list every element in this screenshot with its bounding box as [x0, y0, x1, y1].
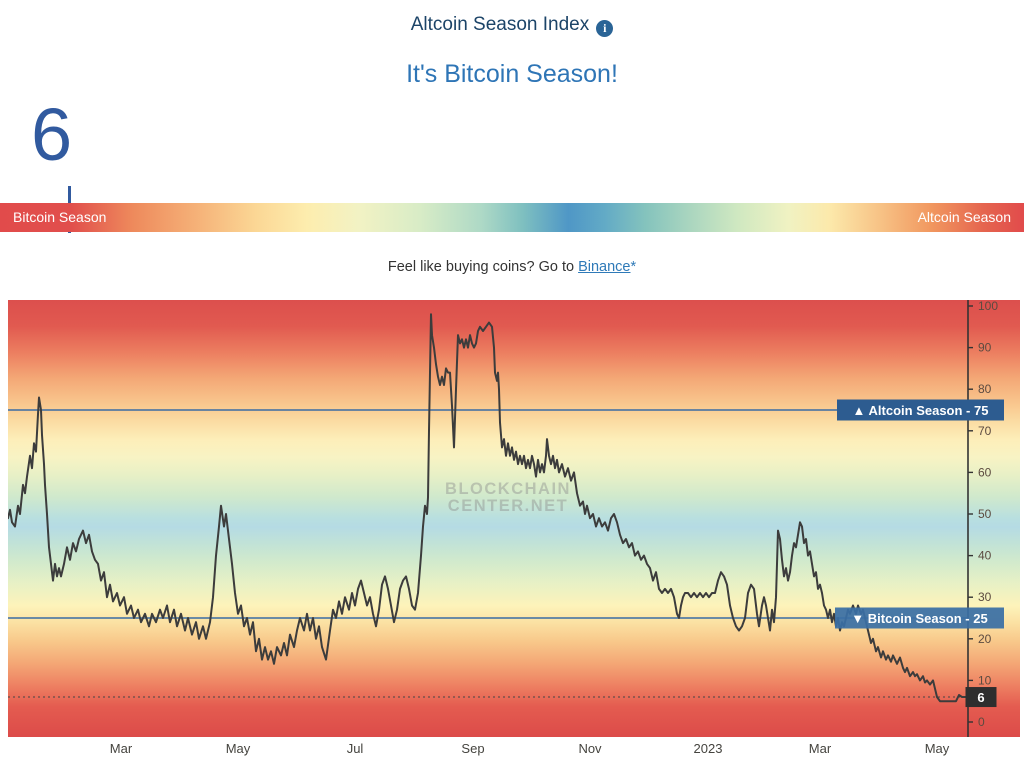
- y-tick-label: 30: [978, 590, 992, 604]
- bar-bitcoin-season-label: Bitcoin Season: [13, 209, 107, 225]
- y-tick-label: 70: [978, 424, 992, 438]
- y-tick-label: 10: [978, 673, 992, 687]
- y-tick-label: 40: [978, 549, 992, 563]
- season-gradient-bar: Bitcoin Season Altcoin Season: [0, 203, 1024, 232]
- cta-text: Feel like buying coins? Go to Binance*: [0, 259, 1024, 275]
- watermark-line2: CENTER.NET: [448, 497, 568, 515]
- y-tick-label: 90: [978, 341, 992, 355]
- y-tick-label: 100: [978, 300, 998, 313]
- x-tick-label: Mar: [109, 741, 133, 756]
- x-tick-label: Mar: [808, 741, 832, 756]
- bitcoin-season-badge: [835, 607, 1004, 629]
- y-tick-label: 50: [978, 507, 992, 521]
- index-line: [8, 313, 969, 703]
- x-axis: Mar May Jul Sep Nov 2023 Mar May: [0, 741, 1024, 761]
- y-tick-label: 80: [978, 382, 992, 396]
- y-tick-label: 0: [978, 715, 985, 729]
- x-tick-label: May: [225, 741, 251, 756]
- y-tick-label: 20: [978, 632, 992, 646]
- cta-prefix: Feel like buying coins? Go to: [387, 259, 579, 275]
- current-value-badge-label: 6: [977, 690, 984, 705]
- altcoin-season-badge: [837, 399, 1004, 421]
- x-tick-label: Jul: [346, 741, 364, 756]
- x-tick-label: Sep: [461, 741, 485, 756]
- index-history-chart[interactable]: BLOCKCHAIN CENTER.NET 0 10 20 30 40 50 60 70 80 90 1…: [8, 300, 1020, 737]
- y-tick-label: 60: [978, 465, 992, 479]
- page-header: Altcoin Season Index i: [0, 14, 1024, 37]
- bar-altcoin-season-label: Altcoin Season: [917, 209, 1011, 225]
- current-value-badge: [965, 687, 997, 708]
- watermark-line1: BLOCKCHAIN: [445, 480, 571, 498]
- page-title: Altcoin Season Index: [410, 14, 590, 35]
- x-tick-label: Nov: [578, 741, 602, 756]
- altcoin-season-badge-label: ▲ Altcoin Season - 75: [853, 403, 989, 418]
- index-value: 6: [31, 93, 73, 176]
- bitcoin-season-badge-label: ▼ Bitcoin Season - 25: [851, 611, 987, 626]
- season-status: It's Bitcoin Season!: [406, 60, 618, 88]
- x-tick-label: 2023: [693, 741, 723, 756]
- x-tick-label: May: [924, 741, 950, 756]
- info-icon[interactable]: i: [596, 20, 614, 37]
- cta-asterisk: *: [630, 259, 637, 275]
- binance-link[interactable]: Binance: [578, 259, 631, 275]
